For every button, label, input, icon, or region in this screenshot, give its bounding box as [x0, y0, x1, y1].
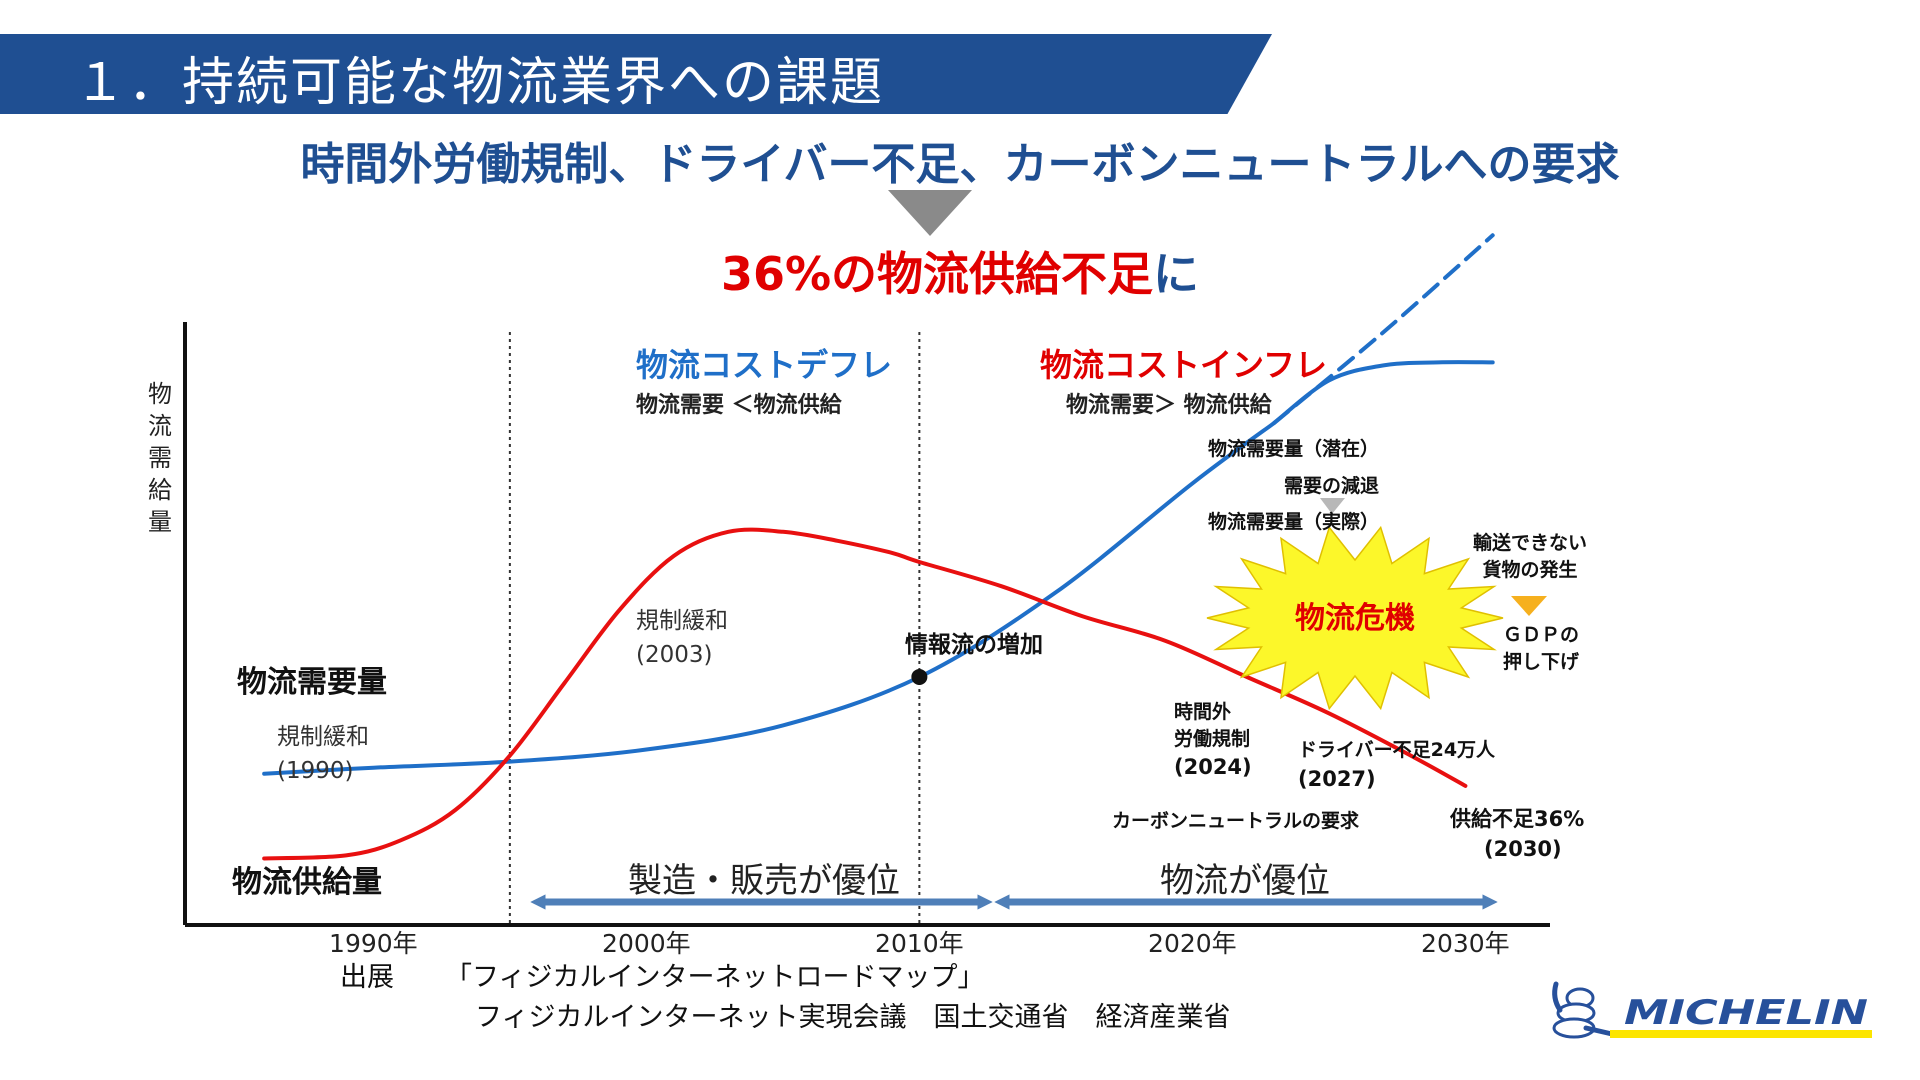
subtitle: 時間外労働規制、ドライバー不足、カーボンニュートラルへの要求	[300, 139, 1620, 190]
deflation-title: 物流コストデフレ	[636, 346, 892, 384]
michelin-logo: MICHELIN	[1552, 981, 1872, 1039]
demand-actual-line	[1272, 360, 1495, 425]
decline-arrow-icon	[1320, 498, 1345, 514]
gdp-arrow-icon	[1511, 596, 1547, 616]
mfg-dominant-label: 製造・販売が優位	[628, 861, 900, 901]
dereg-1990-year: (1990)	[277, 758, 353, 784]
gdp-label-2: 押し下げ	[1503, 650, 1580, 673]
supply-label: 物流供給量	[232, 865, 382, 900]
source-label: 出展	[340, 962, 394, 993]
y-axis-label-char: 需	[148, 444, 172, 472]
title-bar	[0, 34, 1272, 114]
overtime-label-1: 時間外	[1174, 700, 1231, 723]
driver-shortage-year: (2027)	[1298, 767, 1376, 791]
x-tick-label: 2020年	[1148, 929, 1237, 958]
crisis-burst-shape	[1206, 525, 1504, 711]
source-line-2: フィジカルインターネット実現会議 国土交通省 経済産業省	[475, 1002, 1231, 1033]
headline-red: 36%の物流供給不足	[720, 247, 1154, 301]
down-arrow-icon	[888, 190, 972, 236]
inflation-sub: 物流需要＞ 物流供給	[1066, 392, 1273, 418]
demand-label: 物流需要量	[237, 665, 387, 700]
supply-line	[262, 527, 1468, 861]
crisis-burst: 物流危機	[1206, 498, 1547, 711]
y-axis-label-char: 量	[148, 508, 172, 536]
headline: 36%の物流供給不足に	[0, 238, 1920, 304]
gdp-label-1: ＧＤＰの	[1503, 624, 1579, 646]
driver-shortage-label: ドライバー不足24万人	[1298, 739, 1496, 761]
bibendum-icon	[1552, 981, 1615, 1039]
shortage-label: 供給不足36%	[1449, 807, 1584, 831]
latent-demand-label: 物流需要量（潜在）	[1208, 437, 1379, 460]
overtime-year: (2024)	[1174, 755, 1252, 779]
shortage-year: (2030)	[1484, 837, 1562, 861]
y-axis-label-char: 物	[148, 380, 172, 408]
inflation-title: 物流コストインフレ	[1040, 346, 1327, 384]
dereg-1990-label: 規制緩和	[277, 724, 369, 750]
headline-blue: に	[1153, 247, 1200, 301]
carbon-label: カーボンニュートラルの要求	[1112, 809, 1360, 832]
logo-text: MICHELIN	[1624, 993, 1868, 1033]
undeliverable-label-2: 貨物の発生	[1482, 558, 1577, 581]
source-line-1: 「フィジカルインターネットロードマップ」	[445, 962, 985, 993]
info-flow-label: 情報流の増加	[905, 631, 1043, 658]
intersection-point	[911, 668, 928, 685]
x-tick-label: 1990年	[329, 929, 418, 958]
logo-underline	[1610, 1030, 1872, 1038]
deflation-sub: 物流需要 ＜物流供給	[636, 392, 843, 418]
y-axis-label-char: 流	[148, 412, 172, 440]
actual-demand-label: 物流需要量（実際）	[1208, 510, 1379, 533]
x-tick-label: 2010年	[875, 929, 964, 958]
x-tick-label: 2030年	[1421, 929, 1510, 958]
page-title: １．持続可能な物流業界への課題	[74, 53, 885, 113]
x-tick-label: 2000年	[602, 929, 691, 958]
source-note: 出展 「フィジカルインターネットロードマップ」 フィジカルインターネット実現会議 …	[340, 958, 1230, 1038]
demand-decline-label: 需要の減退	[1284, 474, 1379, 497]
series-lines	[262, 233, 1495, 861]
y-axis-label-char: 給	[148, 476, 172, 504]
logistics-dominant-label: 物流が優位	[1160, 861, 1330, 901]
x-tick-labels: 1990年 2000年 2010年 2020年 2030年	[329, 929, 1510, 958]
undeliverable-label-1: 輸送できない	[1473, 531, 1587, 554]
dereg-2003-year: (2003)	[636, 642, 712, 668]
demand-line	[262, 420, 1277, 776]
period-arrows: 製造・販売が優位 物流が優位	[530, 861, 1498, 910]
overtime-label-2: 労働規制	[1174, 727, 1250, 750]
dereg-2003-label: 規制緩和	[636, 608, 728, 634]
crisis-label: 物流危機	[1295, 601, 1415, 636]
chart-axes	[183, 322, 1550, 927]
period-dividers	[508, 332, 921, 925]
